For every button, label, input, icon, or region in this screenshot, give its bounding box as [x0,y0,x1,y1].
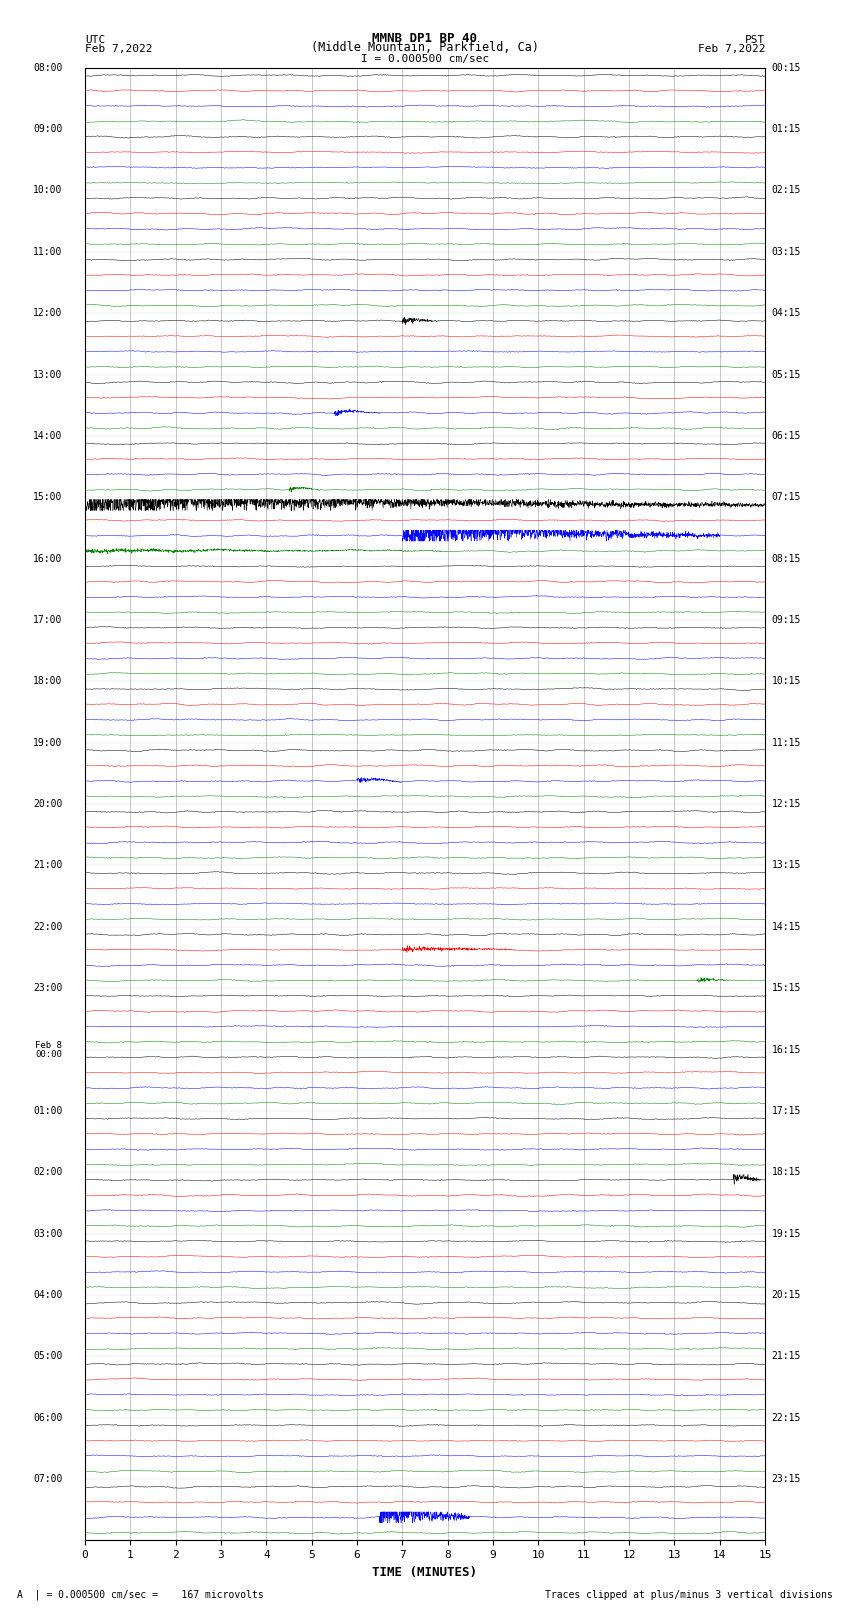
Text: PST: PST [745,35,765,45]
Text: 11:15: 11:15 [772,737,802,748]
Text: 21:00: 21:00 [33,860,62,871]
Text: UTC: UTC [85,35,105,45]
Text: 20:00: 20:00 [33,798,62,810]
Text: 09:00: 09:00 [33,124,62,134]
Text: Traces clipped at plus/minus 3 vertical divisions: Traces clipped at plus/minus 3 vertical … [545,1590,833,1600]
Text: 13:15: 13:15 [772,860,802,871]
Text: 04:00: 04:00 [33,1290,62,1300]
Text: 15:15: 15:15 [772,984,802,994]
Text: 01:15: 01:15 [772,124,802,134]
Text: 04:15: 04:15 [772,308,802,318]
Text: A  | = 0.000500 cm/sec =    167 microvolts: A | = 0.000500 cm/sec = 167 microvolts [17,1589,264,1600]
Text: 06:00: 06:00 [33,1413,62,1423]
Text: 21:15: 21:15 [772,1352,802,1361]
Text: 05:00: 05:00 [33,1352,62,1361]
Text: 19:15: 19:15 [772,1229,802,1239]
Text: 14:15: 14:15 [772,921,802,932]
X-axis label: TIME (MINUTES): TIME (MINUTES) [372,1566,478,1579]
Text: Feb 7,2022: Feb 7,2022 [698,44,765,53]
Text: 16:15: 16:15 [772,1045,802,1055]
Text: 23:15: 23:15 [772,1474,802,1484]
Text: 10:15: 10:15 [772,676,802,687]
Text: 17:00: 17:00 [33,615,62,624]
Text: 15:00: 15:00 [33,492,62,502]
Text: 14:00: 14:00 [33,431,62,440]
Text: Feb 8: Feb 8 [36,1040,62,1050]
Text: 19:00: 19:00 [33,737,62,748]
Text: 03:00: 03:00 [33,1229,62,1239]
Text: 02:15: 02:15 [772,185,802,195]
Text: 20:15: 20:15 [772,1290,802,1300]
Text: 22:00: 22:00 [33,921,62,932]
Text: 08:00: 08:00 [33,63,62,73]
Text: 18:00: 18:00 [33,676,62,687]
Text: MMNB DP1 BP 40: MMNB DP1 BP 40 [372,32,478,45]
Text: 08:15: 08:15 [772,553,802,563]
Text: 06:15: 06:15 [772,431,802,440]
Text: 01:00: 01:00 [33,1107,62,1116]
Text: 07:00: 07:00 [33,1474,62,1484]
Text: 05:15: 05:15 [772,369,802,379]
Text: 18:15: 18:15 [772,1168,802,1177]
Text: 02:00: 02:00 [33,1168,62,1177]
Text: 17:15: 17:15 [772,1107,802,1116]
Text: 13:00: 13:00 [33,369,62,379]
Text: 07:15: 07:15 [772,492,802,502]
Text: 16:00: 16:00 [33,553,62,563]
Text: 12:00: 12:00 [33,308,62,318]
Text: Feb 7,2022: Feb 7,2022 [85,44,152,53]
Text: 11:00: 11:00 [33,247,62,256]
Text: 09:15: 09:15 [772,615,802,624]
Text: 23:00: 23:00 [33,984,62,994]
Text: 12:15: 12:15 [772,798,802,810]
Text: (Middle Mountain, Parkfield, Ca): (Middle Mountain, Parkfield, Ca) [311,40,539,53]
Text: 00:15: 00:15 [772,63,802,73]
Text: 10:00: 10:00 [33,185,62,195]
Text: 03:15: 03:15 [772,247,802,256]
Text: I = 0.000500 cm/sec: I = 0.000500 cm/sec [361,53,489,65]
Text: 22:15: 22:15 [772,1413,802,1423]
Text: 00:00: 00:00 [36,1050,62,1058]
